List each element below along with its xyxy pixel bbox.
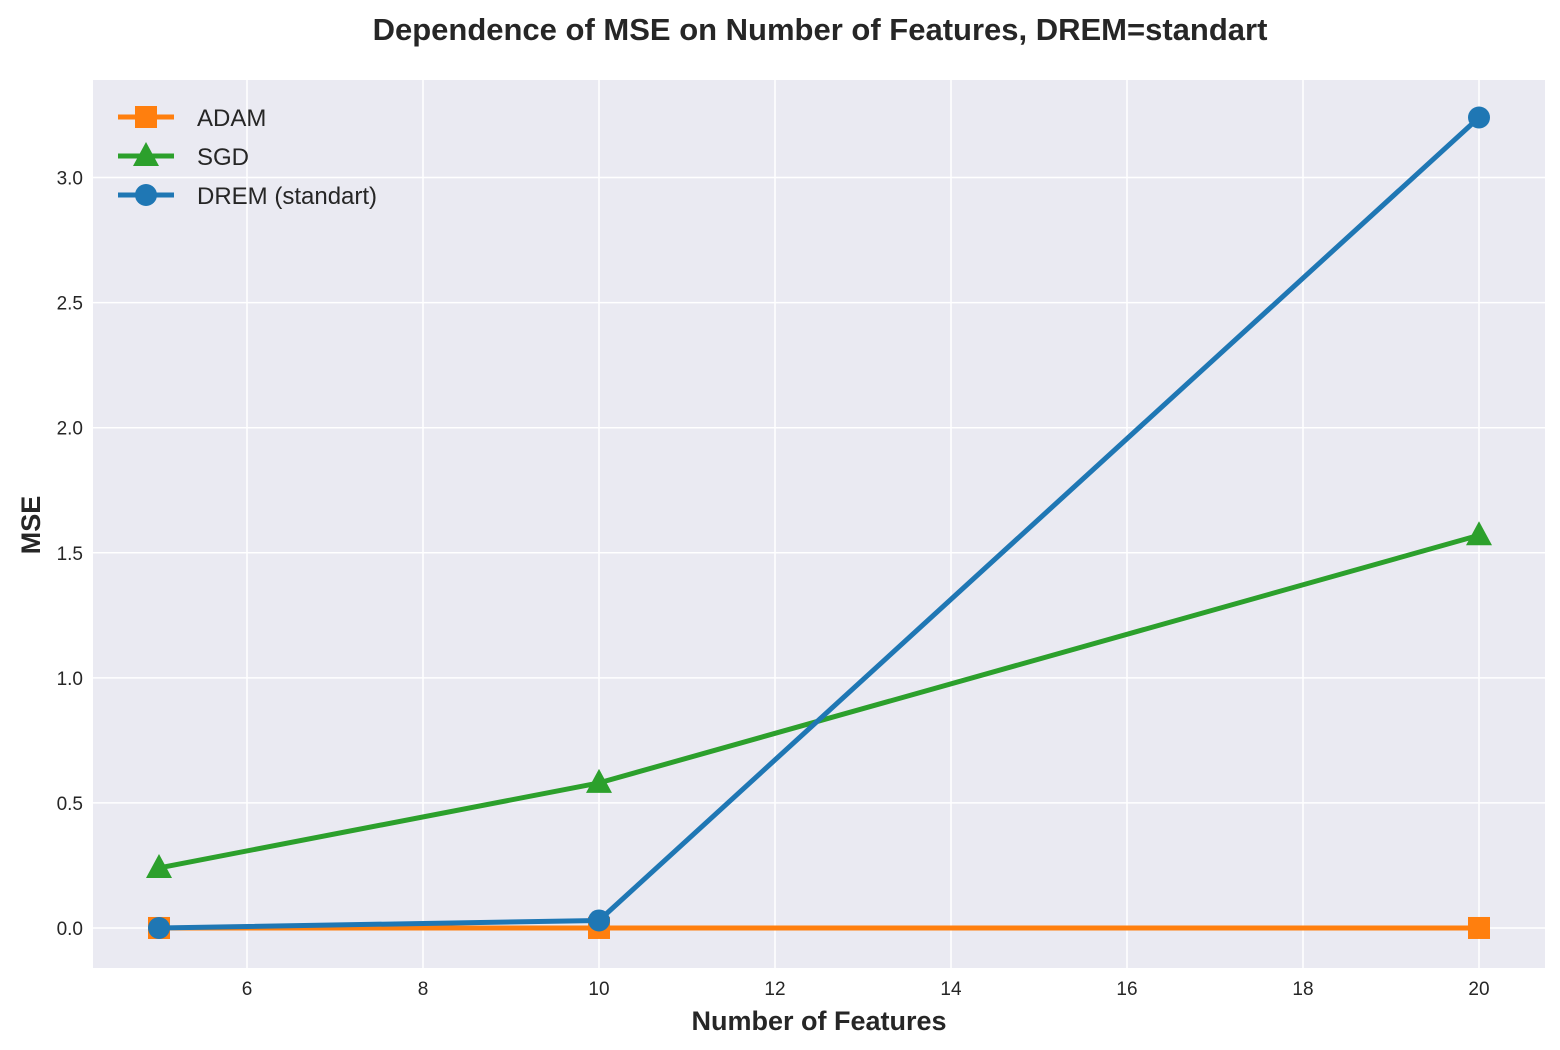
x-tick-label: 18: [1292, 979, 1313, 1000]
legend-marker: [135, 106, 157, 128]
y-tick-label: 1.0: [57, 669, 83, 690]
legend-label: DREM (standart): [197, 183, 377, 210]
y-tick-label: 2.5: [57, 294, 83, 315]
data-point: [1466, 521, 1492, 546]
tick-labels: 6 8 10 12 14 16 18 20 0.0 0.5 1.0 1.5 2.0 2.5 3.0: [57, 169, 1490, 1000]
x-tick-label: 16: [1116, 979, 1137, 1000]
data-point: [1468, 106, 1490, 129]
plot-area: [93, 80, 1545, 968]
data-point: [586, 768, 612, 793]
x-tick-label: 14: [940, 979, 962, 1000]
y-tick-label: 2.0: [57, 419, 83, 440]
y-tick-label: 0.0: [57, 919, 83, 940]
y-tick-label: 1.5: [57, 544, 83, 565]
legend-marker: [135, 184, 157, 206]
data-point: [146, 853, 172, 878]
data-point: [148, 916, 170, 939]
legend-label: SGD: [197, 144, 249, 171]
x-tick-label: 12: [764, 979, 785, 1000]
y-tick-label: 0.5: [57, 794, 83, 815]
legend-label: ADAM: [197, 105, 266, 132]
chart-title: Dependence of MSE on Number of Features,…: [373, 12, 1268, 47]
grid-lines: [93, 80, 1545, 968]
x-axis-label: Number of Features: [691, 1006, 946, 1036]
data-point: [588, 909, 610, 932]
series-lines: [146, 106, 1492, 939]
data-point: [1468, 916, 1490, 939]
x-tick-label: 8: [418, 979, 429, 1000]
legend: ADAM SGD DREM (standart): [118, 105, 377, 210]
legend-marker: [133, 142, 159, 166]
y-axis-label: MSE: [16, 496, 46, 555]
x-tick-label: 20: [1468, 979, 1489, 1000]
x-tick-label: 6: [242, 979, 253, 1000]
y-tick-label: 3.0: [57, 169, 83, 190]
x-tick-label: 10: [588, 979, 609, 1000]
